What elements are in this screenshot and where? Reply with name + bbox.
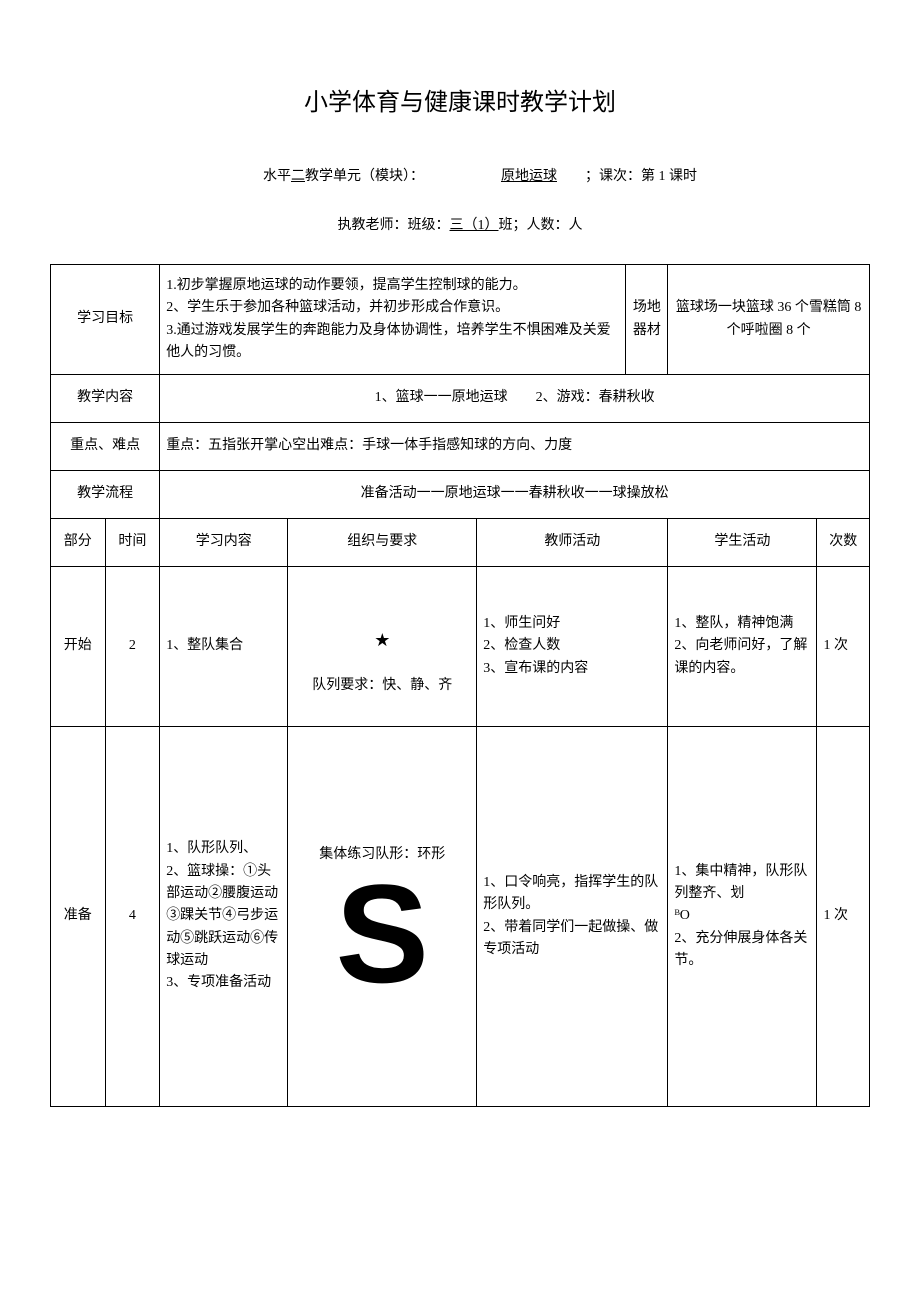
table-row: 准备 4 1、队形队列、 2、篮球操：①头部运动②腰腹运动③踝关节④弓步运动⑤跳… [51,727,870,1107]
part-cell: 开始 [51,567,106,727]
s-shape-icon: S [288,871,476,997]
student-cell: 1、整队，精神饱满 2、向老师问好，了解课的内容。 [668,567,817,727]
flow-label: 教学流程 [51,471,160,519]
col-content: 学习内容 [160,519,288,567]
goals-row: 学习目标 1.初步掌握原地运球的动作要领，提高学生控制球的能力。 2、学生乐于参… [51,265,870,375]
col-teacher: 教师活动 [477,519,668,567]
keypoint-label: 重点、难点 [51,423,160,471]
content-text: 1、篮球一一原地运球 2、游戏：春耕秋收 [160,375,870,423]
level-value: 二 [291,169,305,184]
class-value: 三（1） [450,218,499,233]
content-row: 教学内容 1、篮球一一原地运球 2、游戏：春耕秋收 [51,375,870,423]
content-cell: 1、队形队列、 2、篮球操：①头部运动②腰腹运动③踝关节④弓步运动⑤跳跃运动⑥传… [160,727,288,1107]
col-time: 时间 [105,519,160,567]
lesson-label: ；课次：第 1 课时 [585,169,697,184]
col-org: 组织与要求 [288,519,477,567]
lesson-plan-table: 学习目标 1.初步掌握原地运球的动作要领，提高学生控制球的能力。 2、学生乐于参… [50,264,870,1107]
content-cell: 1、整队集合 [160,567,288,727]
col-student: 学生活动 [668,519,817,567]
meta-line-1: 水平二教学单元（模块）： 原地运球 ；课次：第 1 课时 [50,166,870,187]
col-part: 部分 [51,519,106,567]
student-cell: 1、集中精神，队形队列整齐、划 ᴮO 2、充分伸展身体各关节。 [668,727,817,1107]
column-header-row: 部分 时间 学习内容 组织与要求 教师活动 学生活动 次数 [51,519,870,567]
goals-text: 1.初步掌握原地运球的动作要领，提高学生控制球的能力。 2、学生乐于参加各种篮球… [160,265,626,375]
star-icon: ★ [294,626,470,655]
time-cell: 4 [105,727,160,1107]
table-row: 开始 2 1、整队集合 ★ 队列要求：快、静、齐 1、师生问好 2、检查人数 3… [51,567,870,727]
level-prefix: 水平 [263,169,291,184]
venue-label: 场地器材 [626,265,668,375]
teacher-cell: 1、口令响亮，指挥学生的队形队列。 2、带着同学们一起做操、做专项活动 [477,727,668,1107]
org-cell: ★ 队列要求：快、静、齐 [288,567,477,727]
class-suffix: 班； [499,218,527,233]
class-label: 班级： [408,218,450,233]
count-cell: 1 次 [817,567,870,727]
flow-text: 准备活动一一原地运球一一春耕秋收一一球操放松 [160,471,870,519]
flow-row: 教学流程 准备活动一一原地运球一一春耕秋收一一球操放松 [51,471,870,519]
col-count: 次数 [817,519,870,567]
meta-line-2: 执教老师：班级：三（1）班；人数：人 [50,215,870,236]
org-req: 队列要求：快、静、齐 [294,675,470,697]
count-cell: 1 次 [817,727,870,1107]
unit-value: 原地运球 [501,169,557,184]
venue-text: 篮球场一块篮球 36 个雪糕筒 8 个呼啦圈 8 个 [668,265,870,375]
part-cell: 准备 [51,727,106,1107]
count-label: 人数：人 [527,218,583,233]
teacher-cell: 1、师生问好 2、检查人数 3、宣布课的内容 [477,567,668,727]
unit-label: 教学单元（模块）： [305,169,417,184]
content-label: 教学内容 [51,375,160,423]
page-title: 小学体育与健康课时教学计划 [50,85,870,121]
keypoint-text: 重点：五指张开掌心空出难点：手球一体手指感知球的方向、力度 [160,423,870,471]
teacher-label: 执教老师： [338,218,408,233]
keypoint-row: 重点、难点 重点：五指张开掌心空出难点：手球一体手指感知球的方向、力度 [51,423,870,471]
org-cell: 集体练习队形：环形 S [288,727,477,1107]
goals-label: 学习目标 [51,265,160,375]
time-cell: 2 [105,567,160,727]
